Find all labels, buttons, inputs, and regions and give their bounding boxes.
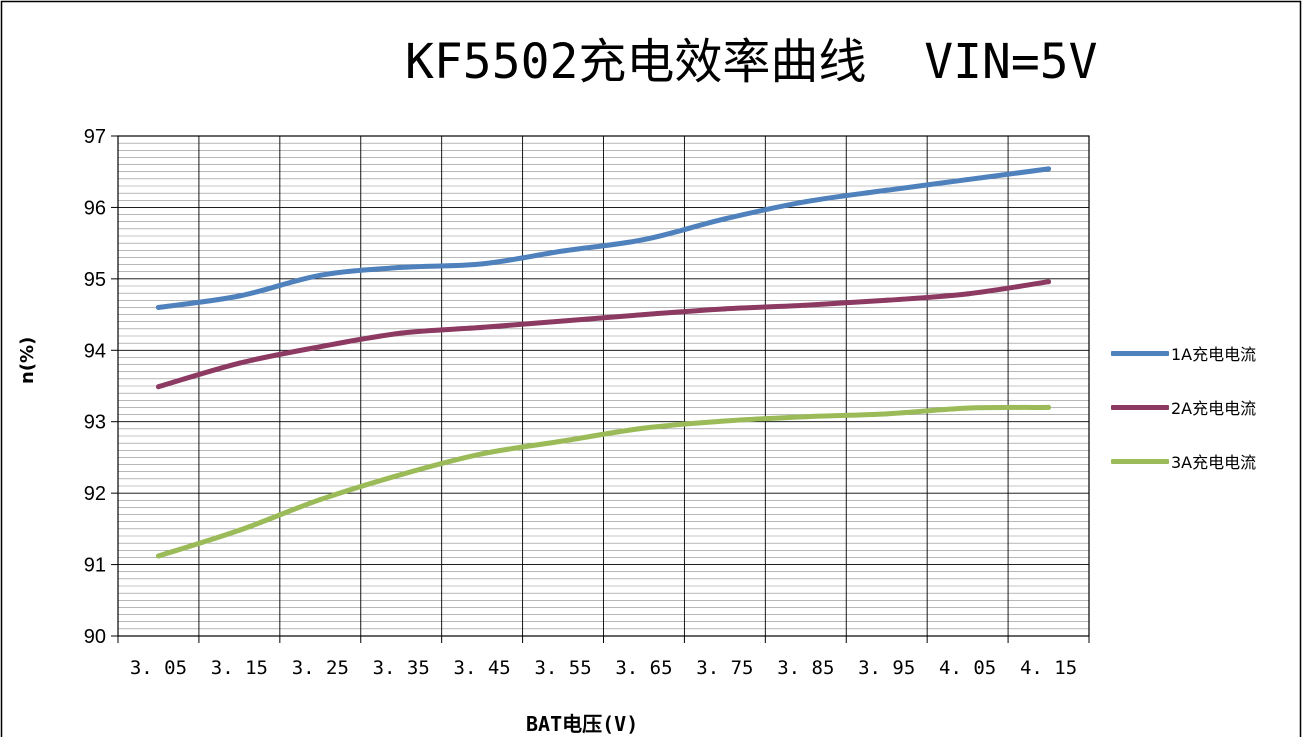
y-tick-label: 95 bbox=[84, 269, 106, 291]
data-point-3a bbox=[479, 451, 485, 457]
x-tick-label: 3. 15 bbox=[211, 657, 268, 679]
data-point-3a bbox=[236, 527, 242, 533]
data-point-3a bbox=[1046, 404, 1052, 410]
data-point-2a bbox=[884, 297, 890, 303]
data-point-2a bbox=[560, 318, 566, 324]
x-tick-label: 4. 05 bbox=[939, 657, 996, 679]
series-line-2a bbox=[155, 279, 1052, 390]
y-axis-label: n(%) bbox=[17, 336, 38, 384]
data-point-2a bbox=[641, 312, 647, 318]
data-point-3a bbox=[641, 425, 647, 431]
legend-swatch-3a bbox=[1111, 458, 1169, 464]
x-tick-label: 3. 25 bbox=[292, 657, 349, 679]
x-tick-label: 4. 15 bbox=[1020, 657, 1077, 679]
data-point-1a bbox=[317, 272, 323, 278]
x-tick-label: 3. 35 bbox=[373, 657, 430, 679]
x-tick-label: 3. 85 bbox=[777, 657, 834, 679]
data-point-1a bbox=[560, 248, 566, 254]
legend-label-2a: 2A充电电流 bbox=[1171, 399, 1257, 418]
legend-item-1a: 1A充电电流 bbox=[1111, 340, 1291, 366]
legend-swatch-1a bbox=[1111, 350, 1169, 356]
y-tick-label: 96 bbox=[84, 197, 106, 219]
x-tick-label: 3. 65 bbox=[615, 657, 672, 679]
data-point-2a bbox=[1046, 279, 1052, 285]
data-point-2a bbox=[317, 344, 323, 350]
data-point-1a bbox=[641, 237, 647, 243]
y-tick-label: 97 bbox=[84, 126, 106, 148]
y-tick-label: 93 bbox=[84, 412, 106, 434]
y-tick-label: 92 bbox=[84, 483, 106, 505]
legend-item-2a: 2A充电电流 bbox=[1111, 394, 1291, 420]
data-point-1a bbox=[155, 304, 161, 310]
data-point-1a bbox=[236, 293, 242, 299]
data-point-3a bbox=[155, 553, 161, 559]
y-tick-label: 91 bbox=[84, 555, 106, 577]
legend-label-3a: 3A充电电流 bbox=[1171, 453, 1257, 472]
data-point-1a bbox=[479, 261, 485, 267]
data-point-2a bbox=[236, 360, 242, 366]
data-point-2a bbox=[965, 291, 971, 297]
data-point-1a bbox=[398, 264, 404, 270]
data-point-3a bbox=[965, 405, 971, 411]
data-point-3a bbox=[560, 438, 566, 444]
data-point-1a bbox=[1046, 166, 1052, 172]
data-point-1a bbox=[965, 177, 971, 183]
x-tick-label: 3. 55 bbox=[534, 657, 591, 679]
data-point-1a bbox=[803, 199, 809, 205]
x-tick-label: 3. 75 bbox=[696, 657, 753, 679]
data-point-2a bbox=[155, 384, 161, 390]
data-point-3a bbox=[398, 472, 404, 478]
y-tick-label: 90 bbox=[84, 626, 106, 648]
data-point-3a bbox=[317, 497, 323, 503]
data-point-2a bbox=[803, 302, 809, 308]
x-tick-label: 3. 05 bbox=[130, 657, 187, 679]
data-point-3a bbox=[722, 418, 728, 424]
x-tick-label: 3. 95 bbox=[858, 657, 915, 679]
data-point-1a bbox=[884, 187, 890, 193]
x-axis-label: BAT电压(V) bbox=[526, 712, 639, 736]
data-point-2a bbox=[479, 324, 485, 330]
data-point-2a bbox=[722, 306, 728, 312]
data-point-3a bbox=[803, 414, 809, 420]
data-point-1a bbox=[722, 216, 728, 222]
legend: 1A充电电流 2A充电电流 3A充电电流 bbox=[1111, 340, 1291, 502]
series-line-1a bbox=[155, 166, 1052, 310]
y-tick-label: 94 bbox=[84, 340, 106, 362]
legend-item-3a: 3A充电电流 bbox=[1111, 448, 1291, 474]
data-point-2a bbox=[398, 330, 404, 336]
series-line-3a bbox=[155, 404, 1052, 559]
x-tick-label: 3. 45 bbox=[454, 657, 511, 679]
chart-title: KF5502充电效率曲线 VIN=5V bbox=[405, 34, 1098, 90]
data-point-3a bbox=[884, 411, 890, 417]
legend-swatch-2a bbox=[1111, 404, 1169, 410]
legend-label-1a: 1A充电电流 bbox=[1171, 345, 1257, 364]
